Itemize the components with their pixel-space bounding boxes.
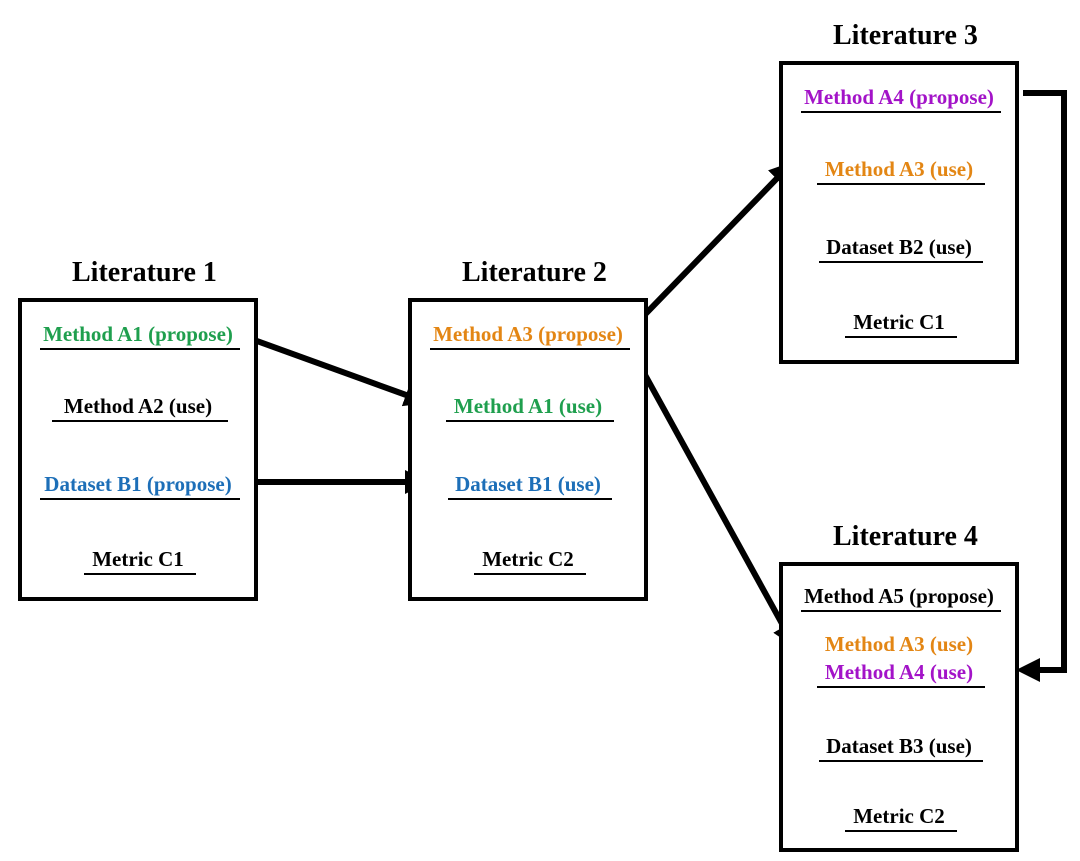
underline-lit3-3 <box>845 336 957 338</box>
literature-box-lit4: Method A5 (propose) Method A3 (use) Method… <box>779 562 1019 852</box>
item-lit3-2: Dataset B2 (use) <box>783 235 1015 260</box>
item-lit3-1: Method A3 (use) <box>783 157 1015 182</box>
box-title-lit4: Literature 4 <box>833 521 978 553</box>
underline-lit2-1 <box>446 420 614 422</box>
item-lit2-0: Method A3 (propose) <box>412 322 644 347</box>
underline-lit1-2 <box>40 498 240 500</box>
polyline-arrow <box>1023 93 1064 670</box>
arrow-3 <box>628 344 791 640</box>
underline-lit2-2 <box>448 498 612 500</box>
box-title-lit1: Literature 1 <box>72 257 217 289</box>
item-lit3-3: Metric C1 <box>783 310 1015 335</box>
underline-lit2-0 <box>430 348 630 350</box>
item-lit4-1: Method A3 (use) <box>783 632 1015 657</box>
arrow-2 <box>628 168 787 332</box>
box-title-lit3: Literature 3 <box>833 20 978 52</box>
underline-lit4-3 <box>819 760 983 762</box>
underline-lit3-2 <box>819 261 983 263</box>
underline-lit4-2 <box>817 686 985 688</box>
arrow-0 <box>232 332 420 400</box>
underline-lit4-0 <box>801 610 1001 612</box>
item-lit1-1: Method A2 (use) <box>22 394 254 419</box>
underline-lit2-3 <box>474 573 586 575</box>
item-lit2-1: Method A1 (use) <box>412 394 644 419</box>
underline-lit3-0 <box>801 111 1001 113</box>
box-title-lit2: Literature 2 <box>462 257 607 289</box>
underline-lit3-1 <box>817 183 985 185</box>
item-lit4-2: Method A4 (use) <box>783 660 1015 685</box>
literature-box-lit1: Method A1 (propose) Method A2 (use) Datase… <box>18 298 258 601</box>
item-lit4-4: Metric C2 <box>783 804 1015 829</box>
literature-box-lit3: Method A4 (propose) Method A3 (use) Datase… <box>779 61 1019 364</box>
underline-lit1-1 <box>52 420 228 422</box>
item-lit3-0: Method A4 (propose) <box>783 85 1015 110</box>
item-lit1-0: Method A1 (propose) <box>22 322 254 347</box>
underline-lit4-4 <box>845 830 957 832</box>
item-lit4-3: Dataset B3 (use) <box>783 734 1015 759</box>
underline-lit1-3 <box>84 573 196 575</box>
item-lit1-3: Metric C1 <box>22 547 254 572</box>
item-lit4-0: Method A5 (propose) <box>783 584 1015 609</box>
item-lit1-2: Dataset B1 (propose) <box>22 472 254 497</box>
literature-box-lit2: Method A3 (propose) Method A1 (use) Datase… <box>408 298 648 601</box>
underline-lit1-0 <box>40 348 240 350</box>
item-lit2-2: Dataset B1 (use) <box>412 472 644 497</box>
item-lit2-3: Metric C2 <box>412 547 644 572</box>
